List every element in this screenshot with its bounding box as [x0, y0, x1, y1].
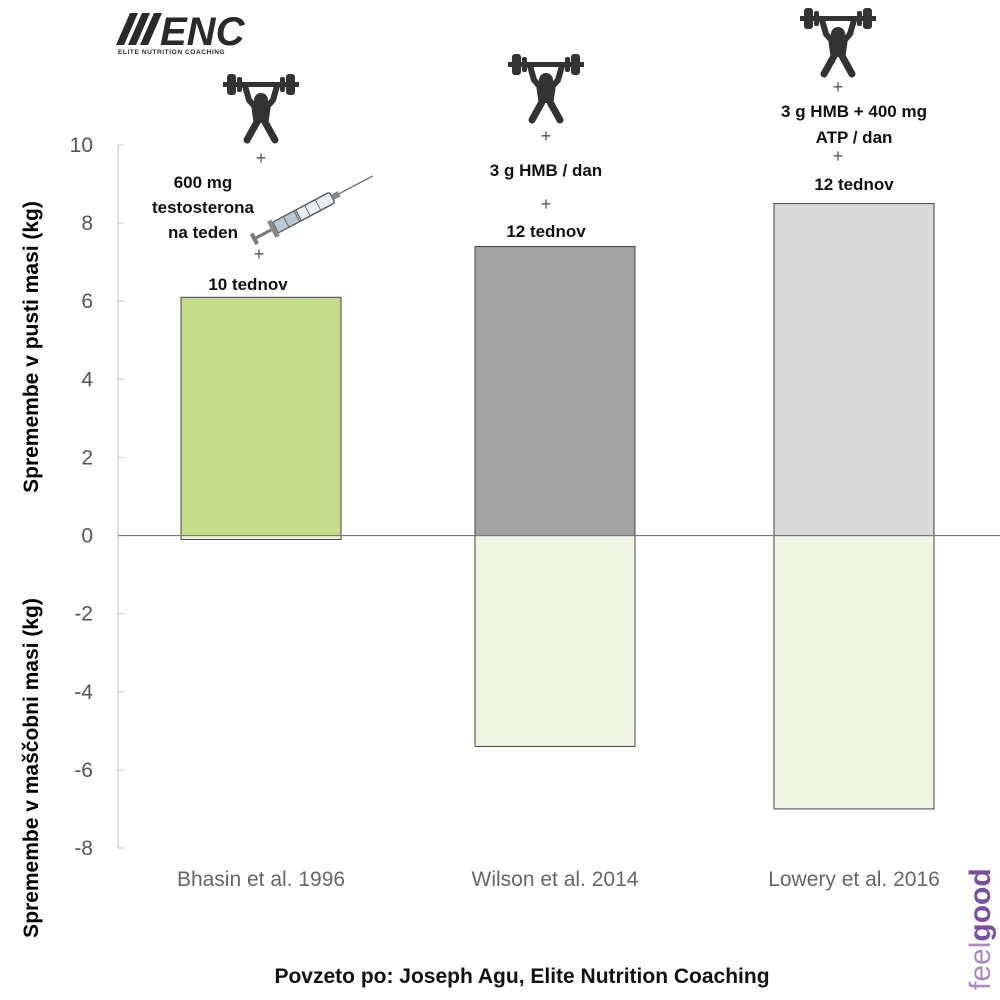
watermark-part1: feel — [964, 942, 997, 990]
bhasin-dose-line3: na teden — [168, 223, 238, 242]
y-tick-label: -2 — [74, 603, 93, 626]
lowery-dose-line1: 3 g HMB + 400 mg — [781, 102, 927, 121]
plus-sign: + — [833, 77, 844, 97]
plus-sign: + — [541, 194, 552, 214]
y-tick-label: 8 — [81, 212, 93, 235]
y-tick-label: 10 — [70, 134, 93, 157]
y-tick-label: -6 — [74, 759, 93, 782]
feelgood-watermark: feelgood — [964, 868, 997, 990]
x-category-label: Wilson et al. 2014 — [472, 868, 639, 891]
y-tick-label: -4 — [74, 681, 93, 704]
enc-logo: ENC ELITE NUTRITION COACHING — [116, 10, 246, 56]
y-tick-label: 4 — [81, 368, 93, 391]
y-tick-label: 6 — [81, 290, 93, 313]
watermark-part2: good — [964, 868, 997, 941]
category-labels: Bhasin et al. 1996 Wilson et al. 2014 Lowe… — [177, 868, 940, 891]
bhasin-duration: 10 tednov — [208, 275, 288, 294]
bar-fat-mass — [474, 535, 636, 747]
bar-lean-mass — [474, 246, 636, 537]
y-tick-label: 2 — [81, 446, 93, 469]
x-category-label: Bhasin et al. 1996 — [177, 868, 345, 891]
logo-wordmark: ENC — [160, 10, 246, 54]
wilson-dose: 3 g HMB / dan — [490, 161, 602, 180]
logo-tagline: ELITE NUTRITION COACHING — [118, 49, 225, 56]
weightlifter-icon — [800, 8, 876, 74]
svg-text:feelgood: feelgood — [964, 868, 997, 990]
y-tick-label: -8 — [74, 837, 93, 860]
y-axis-title-top: Spremembe v pusti masi (kg) — [20, 201, 43, 493]
syringe-icon — [249, 175, 374, 246]
logo-slashes — [116, 13, 162, 45]
y-axis: 10 8 6 4 2 0 -2 -4 -6 -8 — [70, 134, 124, 860]
wilson-duration: 12 tednov — [506, 222, 586, 241]
weightlifter-icon — [223, 74, 299, 140]
y-tick-label: 0 — [81, 525, 93, 548]
plus-sign: + — [541, 126, 552, 146]
x-category-label: Lowery et al. 2016 — [768, 868, 940, 891]
lowery-dose-line2: ATP / dan — [816, 128, 893, 147]
source-note: Povzeto po: Joseph Agu, Elite Nutrition … — [274, 965, 769, 988]
bar-lean-mass — [773, 203, 935, 537]
lowery-duration: 12 tednov — [814, 175, 894, 194]
plus-sign: + — [254, 244, 265, 264]
bhasin-dose-line1: 600 mg — [174, 173, 233, 192]
weightlifter-icon — [508, 54, 584, 120]
bar-fat-mass — [773, 535, 935, 810]
plus-sign: + — [256, 148, 267, 168]
bar-lean-mass — [180, 296, 342, 537]
y-axis-title-bottom: Spremembe v maščobni masi (kg) — [20, 598, 43, 938]
bhasin-dose-line2: testosterona — [152, 198, 255, 217]
bars — [118, 203, 1000, 810]
plus-sign: + — [833, 146, 844, 166]
